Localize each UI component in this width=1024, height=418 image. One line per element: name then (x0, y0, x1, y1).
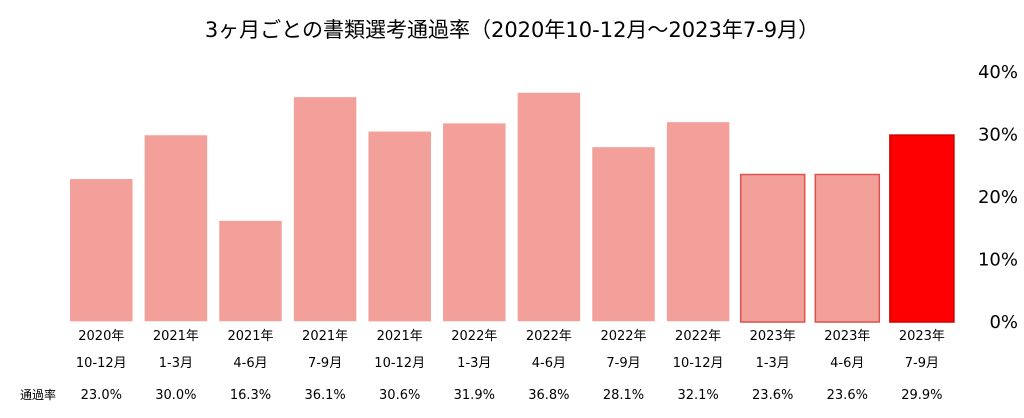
y-tick-label: 20% (978, 187, 1018, 208)
category-year-label: 2020年 (78, 329, 124, 344)
bar (68, 177, 135, 323)
category-period-label: 1-3月 (756, 356, 790, 371)
y-tick-label: 10% (978, 250, 1018, 271)
category-year-label: 2021年 (153, 329, 199, 344)
y-tick-label: 0% (989, 312, 1018, 333)
category-period-label: 10-12月 (673, 356, 724, 371)
category-year-label: 2021年 (302, 329, 348, 344)
y-axis-ticks: 0% 10% 20% 30% 40% (978, 62, 1018, 333)
category-period-label: 1-3月 (159, 356, 193, 371)
category-period-label: 10-12月 (374, 356, 425, 371)
bar (217, 219, 284, 323)
data-label: 32.1% (677, 388, 718, 403)
data-label: 30.6% (379, 388, 420, 403)
data-label: 23.6% (752, 388, 793, 403)
bar (739, 173, 806, 323)
category-period-label: 4-6月 (233, 356, 267, 371)
category-year-label: 2022年 (526, 329, 572, 344)
category-period-label: 7-9月 (308, 356, 342, 371)
bar (889, 134, 955, 323)
category-year-label: 2021年 (377, 329, 423, 344)
category-year-label: 2023年 (824, 329, 870, 344)
bar (143, 133, 209, 323)
bar (292, 95, 358, 323)
data-label: 29.9% (901, 388, 942, 403)
category-year-label: 2023年 (750, 329, 796, 344)
y-tick-label: 30% (978, 125, 1018, 146)
data-label: 16.3% (230, 388, 271, 403)
chart-title: 3ヶ月ごとの書類選考通過率（2020年10-12月～2023年7-9月） (204, 18, 820, 42)
category-year-label: 2022年 (451, 329, 497, 344)
data-label: 36.8% (528, 388, 569, 403)
category-period-label: 7-9月 (606, 356, 640, 371)
category-year-label: 2022年 (675, 329, 721, 344)
data-label: 30.0% (155, 388, 196, 403)
data-label: 36.1% (304, 388, 345, 403)
table-row-header: 通過率 (20, 387, 56, 402)
bar (441, 121, 508, 323)
category-year-label: 2022年 (600, 329, 646, 344)
category-period-label: 4-6月 (532, 356, 566, 371)
bars-group (68, 91, 955, 323)
category-labels: 2020年 10-12月 2021年 1-3月 2021年 4-6月 2021年 7-9月 20… (76, 329, 945, 371)
data-label: 23.0% (81, 388, 122, 403)
category-period-label: 1-3月 (457, 356, 491, 371)
value-labels: 通過率 23.0% 30.0% 16.3% 36.1% 30.6% 31.9% 36.8% 28… (20, 387, 943, 403)
category-year-label: 2021年 (227, 329, 273, 344)
category-period-label: 10-12月 (76, 356, 127, 371)
bar (814, 173, 881, 323)
category-period-label: 7-9月 (905, 356, 939, 371)
bar (590, 145, 657, 323)
bar (366, 130, 433, 323)
data-label: 23.6% (827, 388, 868, 403)
category-period-label: 4-6月 (830, 356, 864, 371)
data-label: 31.9% (454, 388, 495, 403)
bar (516, 91, 582, 323)
y-tick-label: 40% (978, 62, 1018, 83)
data-label: 28.1% (603, 388, 644, 403)
bar (665, 120, 731, 323)
category-year-label: 2023年 (899, 329, 945, 344)
